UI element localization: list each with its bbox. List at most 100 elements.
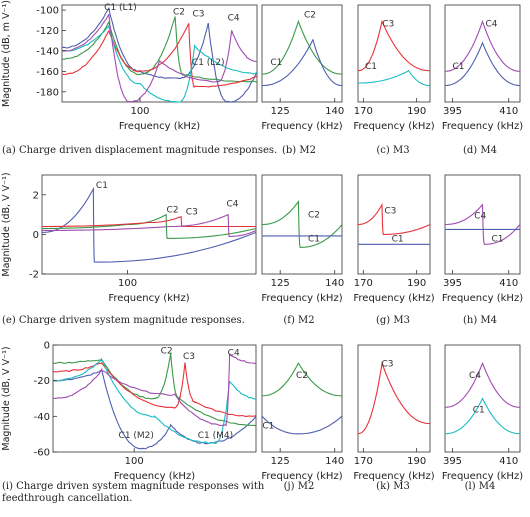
peak-label: C3 — [183, 352, 195, 362]
peak-label: C1 — [473, 405, 485, 415]
panel-caption: (l) M4 — [465, 481, 496, 492]
series-line-cyan — [52, 359, 257, 445]
x-tick-label: 100 — [118, 278, 137, 289]
peak-label: C3 — [382, 19, 394, 29]
x-tick-label: 125 — [271, 278, 290, 289]
x-tick-label: 395 — [443, 456, 462, 467]
y-tick-label: -2 — [29, 270, 39, 281]
peak-label: C4 — [226, 200, 238, 210]
y-tick-label: 0 — [44, 341, 50, 352]
series-line-blue — [61, 6, 258, 104]
series-line-red — [357, 361, 431, 435]
panel-caption: (c) M3 — [376, 145, 409, 156]
peak-label: C1 — [270, 58, 282, 68]
x-axis-label: Frequency (kHz) — [442, 121, 523, 132]
series-line-green — [261, 19, 343, 75]
peak-label: C2 — [304, 11, 316, 21]
panel-caption: (a) Charge driven displacement magnitude… — [2, 145, 277, 156]
plot-frame — [357, 174, 431, 275]
x-axis-label: Frequency (kHz) — [442, 293, 523, 304]
x-axis-label: Frequency (kHz) — [114, 471, 195, 482]
peak-label: C3 — [192, 10, 204, 20]
x-tick-label: 125 — [271, 456, 290, 467]
panel-caption: (i) Charge driven system magnitude respo… — [2, 481, 265, 492]
x-tick-label: 125 — [271, 106, 290, 117]
series-line-red — [52, 361, 257, 418]
x-tick-label: 100 — [125, 456, 144, 467]
series-line-green — [262, 200, 343, 248]
peak-label: C4 — [469, 371, 481, 381]
panel-caption: (g) M3 — [376, 315, 410, 326]
x-tick-label: 190 — [407, 278, 426, 289]
series-line-blue — [261, 38, 343, 87]
peak-label: C1 — [308, 234, 320, 244]
series-line-blue — [261, 415, 343, 435]
peak-label: C1 (M2) — [119, 431, 154, 441]
peak-label: C4 — [228, 14, 240, 24]
series-line-red — [357, 19, 431, 72]
x-axis-label: Frequency (kHz) — [353, 293, 434, 304]
y-tick-label: -180 — [36, 87, 59, 98]
x-axis-label: Frequency (kHz) — [108, 293, 189, 304]
series-line-cyan — [61, 24, 258, 103]
panel-caption: (k) M3 — [376, 481, 410, 492]
series-line-green — [42, 213, 257, 239]
peak-label: C1 — [491, 234, 503, 244]
x-tick-label: 170 — [354, 106, 373, 117]
x-tick-label: 170 — [354, 456, 373, 467]
x-tick-label: 395 — [443, 278, 462, 289]
x-tick-label: 100 — [130, 106, 149, 117]
y-tick-label: -20 — [34, 376, 50, 387]
y-tick-label: 2 — [33, 190, 39, 201]
plot-frame — [261, 344, 343, 453]
series-line-purple — [53, 353, 257, 427]
series-line-green — [52, 353, 257, 427]
series-line-purple — [445, 203, 521, 245]
series-line-red — [42, 215, 256, 228]
y-tick-label: -40 — [34, 412, 50, 423]
plot-frame — [261, 4, 343, 103]
plot-frame — [357, 4, 431, 103]
series-line-purple — [444, 361, 521, 408]
x-axis-label: Frequency (kHz) — [261, 293, 342, 304]
series-line-green — [261, 362, 343, 397]
peak-label: C1 — [365, 62, 377, 72]
y-tick-label: -120 — [36, 26, 59, 37]
x-axis-label: Frequency (kHz) — [353, 121, 434, 132]
y-tick-label: 0 — [33, 230, 39, 241]
panel-caption: (e) Charge driven system magnitude respo… — [2, 315, 245, 326]
y-tick-label: -160 — [36, 67, 59, 78]
x-tick-label: 410 — [499, 106, 518, 117]
panel-caption: (d) M4 — [463, 145, 497, 156]
x-axis-label: Frequency (kHz) — [261, 121, 342, 132]
peak-label: C4 — [485, 19, 497, 29]
plot-frame — [357, 344, 431, 453]
x-tick-label: 190 — [407, 106, 426, 117]
peak-label: C4 — [474, 212, 486, 222]
panel-caption-line2: feedthrough cancellation. — [2, 493, 132, 504]
series-line-red — [358, 202, 431, 235]
x-axis-label: Frequency (kHz) — [442, 471, 523, 482]
y-axis-label: Magnitude (dB, m V⁻¹) — [1, 0, 12, 107]
peak-label: C2 — [161, 347, 173, 357]
peak-label: C2 — [173, 8, 185, 18]
peak-label: C4 — [228, 349, 240, 359]
x-tick-label: 170 — [354, 278, 373, 289]
series-line-blue — [41, 186, 257, 263]
panel-caption: (j) M2 — [284, 481, 315, 492]
peak-label: C2 — [308, 211, 320, 221]
series-line-purple — [42, 213, 257, 237]
plot-frame — [41, 174, 257, 275]
x-axis-label: Frequency (kHz) — [261, 471, 342, 482]
peak-label: C3 — [382, 359, 394, 369]
x-tick-label: 140 — [325, 106, 344, 117]
peak-label: C2 — [296, 371, 308, 381]
y-tick-label: -100 — [36, 6, 59, 17]
peak-label: C1 (L2) — [192, 58, 225, 68]
y-axis-label: Magnitude (dB, V V⁻¹) — [1, 346, 12, 450]
series-line-purple — [444, 19, 521, 72]
panel-caption: (f) M2 — [283, 315, 314, 326]
peak-label: C1 — [262, 421, 274, 431]
y-axis-label: Magnitude (dB, V V⁻¹) — [1, 172, 12, 276]
